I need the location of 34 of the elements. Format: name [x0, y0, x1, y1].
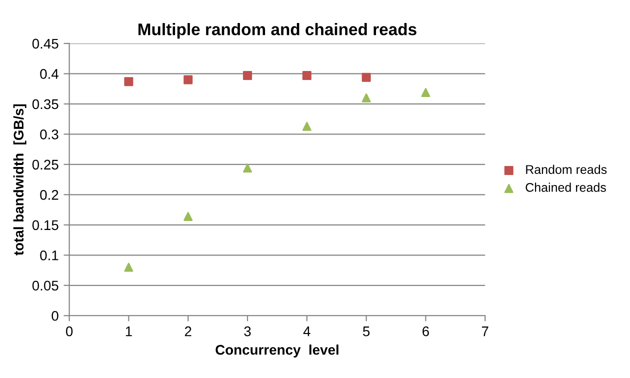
y-tick-label: 0.35: [32, 99, 58, 110]
point: [302, 122, 312, 131]
x-axis-title: Concurrency level: [216, 344, 338, 358]
x-tick-label: 3: [244, 326, 251, 336]
x-tick-label: 0: [66, 326, 73, 336]
y-axis-title: total bandwidth [GB/s]: [13, 104, 26, 256]
point: [362, 72, 371, 82]
x-tick-label: 5: [362, 326, 370, 336]
point: [124, 262, 134, 272]
y-tick-label: 0.25: [32, 160, 58, 170]
legend-label: Chained reads: [526, 182, 606, 192]
x-tick-label: 7: [482, 326, 488, 336]
point: [184, 75, 193, 84]
x-tick-label: 2: [184, 326, 192, 336]
x-tick-label: 4: [303, 326, 310, 336]
y-tick-label: 0.15: [32, 220, 58, 230]
y-tick-label: 0.05: [32, 280, 58, 291]
y-tick-label: 0.45: [32, 38, 58, 49]
point: [243, 164, 252, 173]
x-tick-label: 1: [126, 326, 132, 336]
point: [184, 212, 193, 221]
y-tick-label: 0.1: [40, 250, 58, 260]
point: [124, 77, 134, 86]
legend-label: Random reads: [526, 164, 607, 174]
point: [362, 93, 371, 102]
y-tick-label: 0.3: [40, 130, 58, 140]
point: [243, 71, 252, 80]
x-tick-label: 6: [422, 326, 429, 336]
y-tick-label: 0.4: [40, 69, 58, 79]
chart-title: Multiple random and chained reads: [138, 23, 416, 39]
point: [421, 88, 430, 97]
y-tick-label: 0.2: [40, 190, 58, 200]
point: [302, 71, 312, 80]
y-tick-label: 0: [52, 310, 58, 321]
